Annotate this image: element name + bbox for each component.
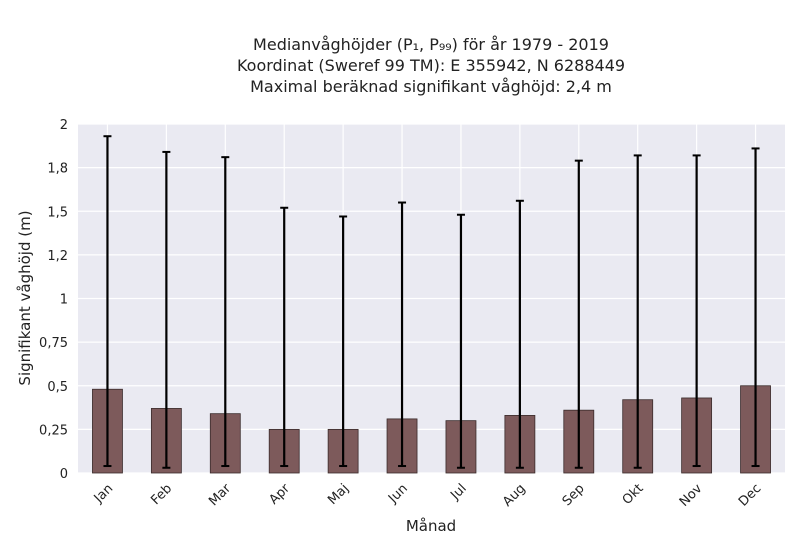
error-bar-okt (633, 154, 642, 469)
error-bar-maj (339, 215, 348, 468)
title-line-2: Koordinat (Sweref 99 TM): E 355942, N 62… (236, 56, 626, 75)
x-tick-label: Jun (385, 481, 411, 507)
y-tick-label: 0,5 (47, 380, 68, 395)
error-bar-feb (162, 150, 171, 469)
x-tick-label: Okt (620, 481, 647, 508)
chart-title: Medianvåghöjder (P₁, P₉₉) för år 1979 - … (0, 34, 800, 97)
y-tick-labels: 0 0,25 0,5 0,75 1 1,2 1,5 1,8 2 (39, 118, 68, 482)
title-line-1: Medianvåghöjder (P₁, P₉₉) för år 1979 - … (253, 35, 609, 54)
x-tick-label: Maj (325, 481, 352, 508)
title-line-3: Maximal beräknad signifikant våghöjd: 2,… (250, 77, 612, 96)
error-bar-mar (221, 156, 230, 468)
x-tick-label: Nov (677, 481, 706, 510)
y-tick-label: 2 (60, 118, 68, 133)
error-bar-aug (515, 199, 524, 469)
x-tick-label: Feb (148, 481, 175, 508)
y-tick-label: 1,8 (47, 162, 68, 177)
error-bar-jun (398, 201, 407, 468)
y-tick-label: 0,75 (39, 336, 68, 351)
y-tick-label: 0 (60, 467, 68, 482)
y-tick-label: 1 (60, 293, 68, 308)
x-axis-label: Månad (406, 517, 456, 535)
x-tick-label: Aug (500, 481, 529, 510)
error-bars (103, 135, 760, 469)
error-bar-jul (456, 213, 465, 469)
x-tick-label: Apr (267, 481, 294, 508)
x-tick-label: Mar (206, 481, 234, 509)
error-bar-sep (574, 159, 583, 469)
x-tick-label: Jan (91, 481, 116, 506)
error-bar-dec (751, 147, 760, 468)
x-tick-label: Dec (736, 481, 764, 509)
error-bar-apr (280, 206, 289, 468)
x-tick-label: Sep (560, 481, 588, 509)
y-tick-label: 1,2 (47, 249, 68, 264)
y-axis-label: Signifikant våghöjd (m) (16, 210, 34, 385)
error-bar-nov (692, 154, 701, 468)
y-tick-label: 1,5 (47, 205, 68, 220)
error-bar-jan (103, 135, 112, 468)
y-tick-label: 0,25 (39, 423, 68, 438)
x-tick-labels: Jan Feb Mar Apr Maj Jun Jul Aug Sep Okt Nov Dec (91, 481, 765, 510)
x-tick-label: Jul (447, 481, 469, 503)
